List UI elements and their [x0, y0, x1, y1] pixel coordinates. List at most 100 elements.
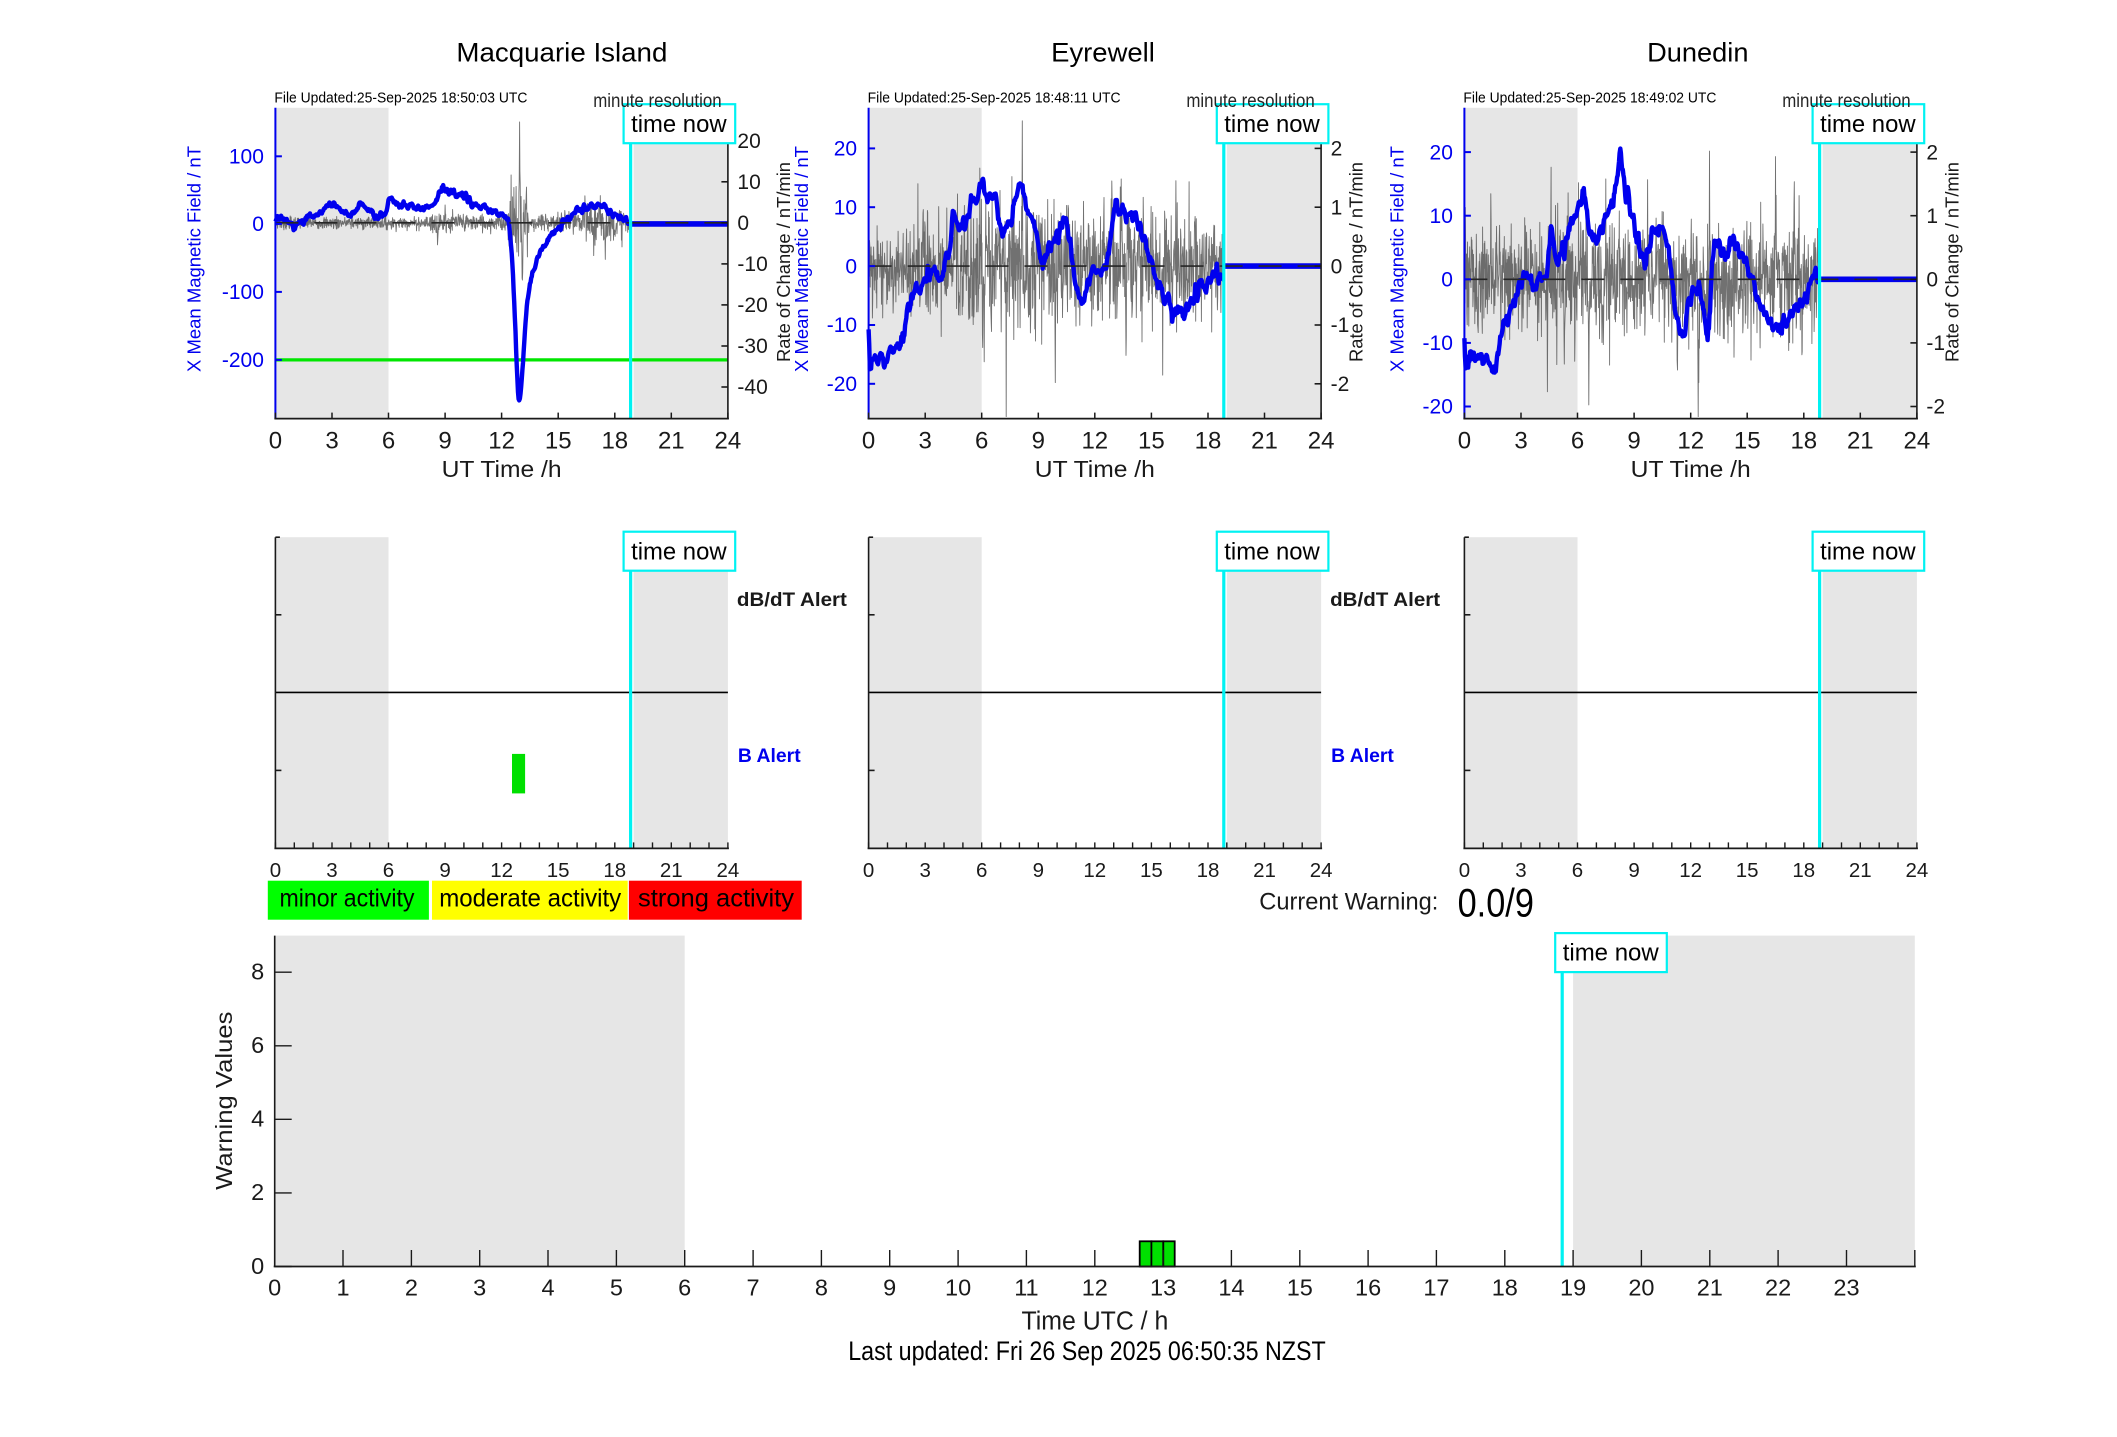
svg-text:0: 0: [252, 213, 264, 236]
svg-text:18: 18: [1197, 859, 1220, 882]
svg-text:Eyrewell: Eyrewell: [1051, 38, 1155, 68]
svg-text:9: 9: [1627, 428, 1640, 455]
svg-text:-20: -20: [1423, 396, 1453, 419]
svg-text:12: 12: [1081, 428, 1108, 455]
svg-text:18: 18: [1492, 1275, 1518, 1301]
svg-text:-2: -2: [1926, 396, 1945, 419]
svg-text:15: 15: [545, 428, 572, 455]
svg-text:20: 20: [1628, 1275, 1654, 1301]
svg-text:-20: -20: [737, 294, 767, 317]
svg-text:time now: time now: [1224, 111, 1320, 138]
svg-text:15: 15: [1287, 1275, 1313, 1301]
svg-text:moderate activity: moderate activity: [439, 885, 621, 913]
svg-text:dB/dT Alert: dB/dT Alert: [737, 589, 848, 611]
svg-text:time now: time now: [631, 538, 727, 565]
svg-text:minute resolution: minute resolution: [1782, 91, 1910, 112]
svg-text:21: 21: [660, 859, 683, 882]
svg-text:-1: -1: [1926, 332, 1945, 355]
svg-text:15: 15: [1138, 428, 1165, 455]
svg-text:File Updated:25-Sep-2025 18:50: File Updated:25-Sep-2025 18:50:03 UTC: [274, 89, 527, 106]
svg-text:Dunedin: Dunedin: [1647, 38, 1748, 68]
svg-text:1: 1: [1926, 205, 1938, 228]
svg-text:2: 2: [1926, 141, 1938, 164]
svg-text:time now: time now: [1224, 538, 1320, 565]
svg-text:24: 24: [1904, 428, 1931, 455]
svg-text:strong activity: strong activity: [638, 885, 794, 913]
svg-text:24: 24: [715, 428, 742, 455]
svg-text:19: 19: [1560, 1275, 1586, 1301]
svg-text:0: 0: [863, 859, 874, 882]
svg-text:-10: -10: [827, 314, 857, 337]
svg-text:9: 9: [438, 428, 451, 455]
svg-text:18: 18: [601, 428, 628, 455]
svg-text:0: 0: [1459, 859, 1470, 882]
svg-text:-30: -30: [737, 335, 767, 358]
svg-text:6: 6: [382, 428, 395, 455]
svg-text:X Mean Magnetic Field / nT: X Mean Magnetic Field / nT: [792, 146, 812, 372]
svg-text:Rate of Change / nT/min: Rate of Change / nT/min: [774, 162, 794, 362]
svg-text:8: 8: [815, 1275, 828, 1301]
svg-text:Macquarie Island: Macquarie Island: [456, 38, 667, 68]
svg-text:-40: -40: [737, 376, 767, 399]
svg-text:9: 9: [883, 1275, 896, 1301]
svg-text:2: 2: [251, 1179, 264, 1205]
svg-text:0: 0: [251, 1253, 264, 1279]
svg-text:0: 0: [268, 1275, 281, 1301]
svg-text:10: 10: [737, 171, 760, 194]
svg-text:21: 21: [1847, 428, 1874, 455]
svg-text:-20: -20: [827, 373, 857, 396]
svg-text:21: 21: [1251, 428, 1278, 455]
svg-text:10: 10: [834, 196, 857, 219]
svg-text:12: 12: [490, 859, 513, 882]
svg-text:time now: time now: [1820, 111, 1916, 138]
svg-text:-200: -200: [222, 349, 264, 372]
svg-text:6: 6: [251, 1032, 264, 1058]
svg-text:0: 0: [269, 428, 282, 455]
svg-text:20: 20: [834, 138, 857, 161]
svg-text:18: 18: [603, 859, 626, 882]
svg-text:0: 0: [1458, 428, 1471, 455]
svg-text:3: 3: [325, 428, 338, 455]
svg-text:B Alert: B Alert: [1331, 745, 1394, 767]
svg-text:minor activity: minor activity: [280, 885, 415, 913]
svg-text:21: 21: [1697, 1275, 1723, 1301]
svg-text:9: 9: [1032, 428, 1045, 455]
svg-text:10: 10: [1430, 205, 1453, 228]
svg-text:X Mean Magnetic Field / nT: X Mean Magnetic Field / nT: [1388, 146, 1408, 372]
svg-text:Time UTC / h: Time UTC / h: [1022, 1308, 1169, 1336]
svg-text:24: 24: [1905, 859, 1928, 882]
svg-text:3: 3: [473, 1275, 486, 1301]
svg-text:-10: -10: [1423, 332, 1453, 355]
svg-text:23: 23: [1833, 1275, 1859, 1301]
svg-text:1: 1: [1331, 196, 1343, 219]
svg-text:24: 24: [716, 859, 739, 882]
svg-text:File Updated:25-Sep-2025 18:48: File Updated:25-Sep-2025 18:48:11 UTC: [868, 89, 1121, 106]
svg-text:12: 12: [1677, 428, 1704, 455]
svg-text:UT Time /h: UT Time /h: [1631, 456, 1751, 482]
svg-text:16: 16: [1355, 1275, 1381, 1301]
svg-text:3: 3: [1515, 859, 1526, 882]
svg-text:8: 8: [251, 959, 264, 985]
svg-text:1: 1: [336, 1275, 349, 1301]
svg-text:4: 4: [251, 1106, 264, 1132]
svg-text:0: 0: [1441, 269, 1453, 292]
svg-text:minute resolution: minute resolution: [593, 91, 721, 112]
svg-text:0: 0: [1926, 269, 1938, 292]
svg-text:6: 6: [1572, 859, 1583, 882]
svg-text:15: 15: [1734, 428, 1761, 455]
svg-text:0: 0: [270, 859, 281, 882]
svg-text:Rate of Change / nT/min: Rate of Change / nT/min: [1347, 162, 1367, 362]
svg-text:17: 17: [1423, 1275, 1449, 1301]
svg-text:21: 21: [1849, 859, 1872, 882]
svg-text:10: 10: [945, 1275, 971, 1301]
svg-text:9: 9: [439, 859, 450, 882]
svg-text:14: 14: [1218, 1275, 1244, 1301]
svg-text:time now: time now: [631, 111, 727, 138]
svg-text:6: 6: [976, 859, 987, 882]
svg-text:minute resolution: minute resolution: [1186, 91, 1314, 112]
svg-text:18: 18: [1790, 428, 1817, 455]
svg-text:-10: -10: [737, 253, 767, 276]
svg-text:9: 9: [1033, 859, 1044, 882]
svg-text:9: 9: [1628, 859, 1639, 882]
svg-text:22: 22: [1765, 1275, 1791, 1301]
